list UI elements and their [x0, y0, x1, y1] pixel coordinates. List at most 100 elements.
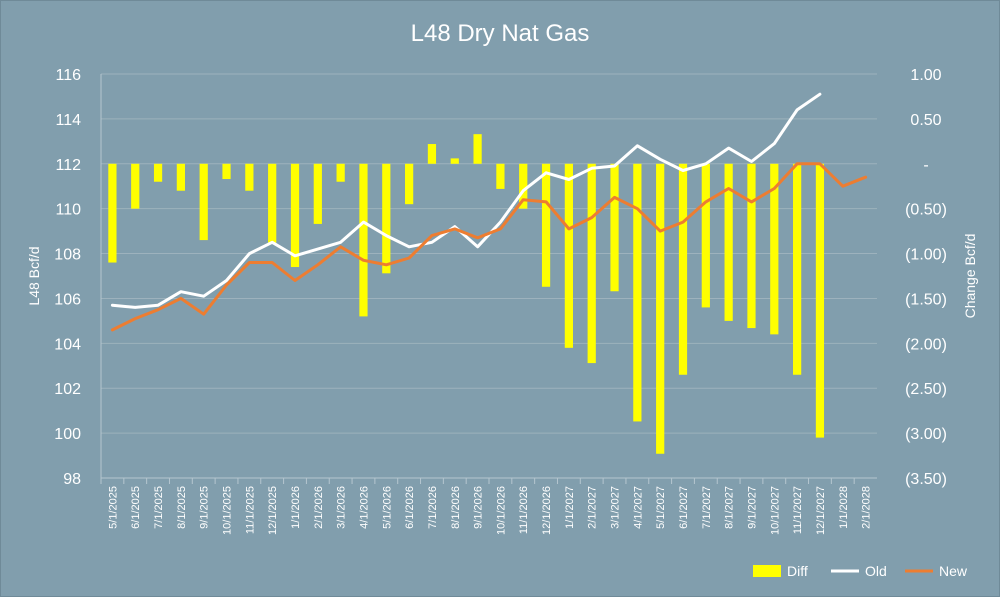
- x-tick-label: 1/1/2028: [838, 486, 850, 529]
- x-tick-label: 7/1/2026: [427, 486, 439, 529]
- diff-bar: [678, 163, 688, 375]
- x-tick-label: 2/1/2028: [861, 486, 873, 529]
- x-tick-label: 10/1/2026: [495, 486, 507, 535]
- y-tick-left: 106: [54, 291, 81, 308]
- y-tick-right: (2.00): [905, 336, 947, 353]
- line-old: [110, 92, 822, 309]
- diff-bar: [108, 163, 117, 263]
- diff-bar: [564, 163, 573, 348]
- legend: Diff Old New: [753, 563, 968, 579]
- x-tick-label: 9/1/2025: [199, 486, 211, 529]
- x-tick-label: 7/1/2027: [701, 486, 713, 529]
- x-tick-label: 10/1/2027: [769, 486, 781, 535]
- x-tick-label: 12/1/2027: [815, 486, 827, 535]
- x-tick-label: 5/1/2025: [107, 486, 119, 529]
- diff-bar: [815, 163, 825, 438]
- y-tick-right: -: [923, 157, 928, 174]
- diff-bar: [268, 163, 277, 243]
- diff-bar: [427, 144, 437, 164]
- diff-bar: [747, 163, 756, 329]
- y-tick-right: (2.50): [905, 381, 947, 398]
- diff-bar: [587, 163, 596, 364]
- x-tick-label: 3/1/2027: [610, 486, 622, 529]
- y-tick-right: (3.50): [905, 471, 947, 488]
- x-tick-label: 2/1/2027: [587, 486, 599, 529]
- gridlines: [101, 73, 877, 479]
- y-tick-right: (1.00): [905, 247, 947, 264]
- y-tick-right: 1.00: [910, 67, 941, 84]
- y-tick-right: 0.50: [910, 112, 941, 129]
- diff-bar: [701, 163, 710, 308]
- diff-bar: [770, 163, 779, 335]
- x-tick-label: 7/1/2025: [153, 486, 165, 529]
- x-tick-label: 2/1/2026: [313, 486, 325, 529]
- y-tick-right: (1.50): [905, 291, 947, 308]
- x-tick-label: 9/1/2027: [746, 486, 758, 529]
- y-tick-left: 108: [54, 247, 81, 264]
- diff-bar: [245, 163, 254, 191]
- diff-bar: [336, 163, 345, 182]
- x-tick-label: 8/1/2026: [450, 486, 462, 529]
- x-tick-label: 4/1/2026: [358, 486, 370, 529]
- x-tick-label: 1/1/2027: [564, 486, 576, 529]
- diff-bar: [793, 163, 802, 375]
- diff-bar: [176, 163, 185, 191]
- axes: 98 100 102 104 106 108 110 112 114 116 1.00 0.50 - (0…: [54, 67, 947, 535]
- diff-bar: [519, 163, 528, 209]
- y-tick-left: 104: [54, 336, 81, 353]
- x-tick-label: 12/1/2026: [541, 486, 553, 535]
- y-tick-right: (0.50): [905, 202, 947, 219]
- x-tick-label: 12/1/2025: [267, 486, 279, 535]
- x-tick-label: 8/1/2025: [176, 486, 188, 529]
- legend-swatch-diff: [753, 565, 781, 577]
- x-tick-label: 4/1/2027: [632, 486, 644, 529]
- diff-bar: [473, 134, 482, 164]
- diff-bar: [199, 163, 208, 241]
- diff-bar: [633, 163, 642, 422]
- y-axis-label-right: Change Bcf/d: [962, 234, 978, 319]
- x-tick-label: 6/1/2025: [130, 486, 142, 529]
- diff-bar: [313, 163, 322, 224]
- legend-label-old: Old: [865, 563, 887, 579]
- x-tick-label: 5/1/2027: [655, 486, 667, 529]
- diff-bar: [724, 163, 733, 321]
- diff-bar: [656, 163, 665, 454]
- x-tick-label: 6/1/2026: [404, 486, 416, 529]
- x-tick-label: 5/1/2026: [381, 486, 393, 529]
- diff-bar: [359, 163, 368, 317]
- diff-bar: [610, 163, 619, 292]
- x-tick-label: 6/1/2027: [678, 486, 690, 529]
- diff-bar: [382, 163, 391, 274]
- line-new: [110, 162, 868, 332]
- diff-bar: [290, 163, 300, 268]
- y-tick-left: 112: [55, 157, 81, 174]
- y-tick-right: (3.00): [905, 426, 947, 443]
- y-tick-left: 102: [54, 381, 81, 398]
- x-tick-label: 11/1/2027: [792, 486, 804, 534]
- y-tick-left: 114: [55, 112, 81, 129]
- diff-bar: [153, 163, 163, 182]
- diff-bar: [450, 158, 459, 164]
- chart-title: L48 Dry Nat Gas: [411, 20, 590, 47]
- diff-bar: [131, 163, 140, 209]
- series-lines: [110, 92, 868, 332]
- x-tick-label: 1/1/2026: [290, 486, 302, 529]
- y-axis-label-left: L48 Bcf/d: [26, 246, 42, 305]
- x-tick-label: 11/1/2026: [518, 486, 530, 534]
- y-tick-left: 98: [63, 471, 81, 488]
- legend-label-diff: Diff: [787, 563, 808, 579]
- y-tick-left: 110: [55, 202, 81, 219]
- x-tick-label: 10/1/2025: [222, 486, 234, 535]
- diff-bar: [222, 163, 231, 180]
- legend-label-new: New: [939, 563, 968, 579]
- diff-bar: [405, 163, 414, 205]
- x-tick-label: 8/1/2027: [724, 486, 736, 529]
- diff-bar: [496, 163, 505, 189]
- x-tick-label: 11/1/2025: [244, 486, 256, 534]
- y-tick-left: 116: [55, 67, 81, 84]
- diff-bars: [108, 134, 825, 454]
- y-tick-left: 100: [54, 426, 81, 443]
- diff-bar: [541, 163, 551, 287]
